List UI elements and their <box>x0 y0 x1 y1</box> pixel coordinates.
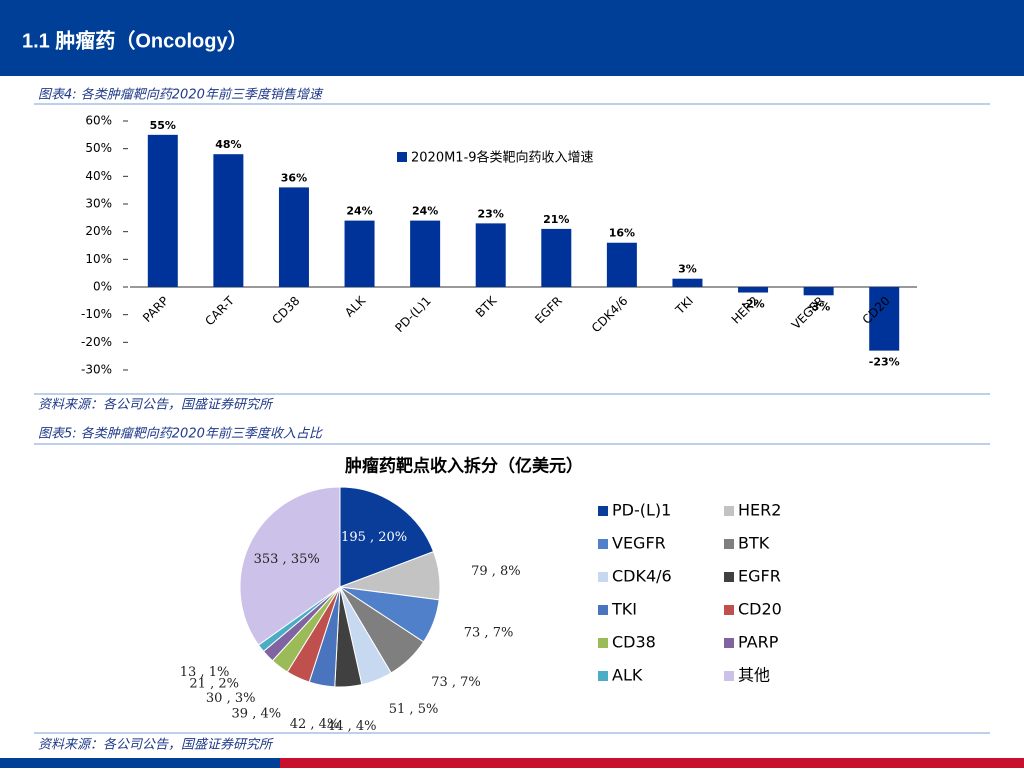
bar <box>803 287 834 296</box>
bar <box>738 287 769 293</box>
legend-label: ALK <box>612 666 643 685</box>
data-label: 79 , 8% <box>471 564 521 579</box>
y-tick-label: 10% <box>85 252 112 266</box>
bar <box>672 278 703 287</box>
legend-label: HER2 <box>738 501 781 520</box>
pie-slice <box>239 486 341 646</box>
y-tick-label: 50% <box>85 141 112 155</box>
bar <box>147 134 178 287</box>
data-label: 30 , 3% <box>206 691 256 706</box>
legend-label: VEGFR <box>612 534 666 553</box>
legend-swatch <box>598 539 608 549</box>
bar <box>344 220 375 287</box>
legend-swatch <box>598 506 608 516</box>
legend-label: CD38 <box>612 633 656 652</box>
data-label: 24% <box>346 205 372 218</box>
header-bar <box>0 0 1024 76</box>
legend-swatch <box>724 638 734 648</box>
legend-swatch <box>724 506 734 516</box>
legend-swatch <box>598 671 608 681</box>
bar <box>606 242 637 287</box>
x-tick-label: CD38 <box>269 294 302 327</box>
legend-label: 其他 <box>738 666 770 685</box>
x-tick-label: ALK <box>342 293 369 320</box>
footer-bar <box>0 758 280 768</box>
data-label: 36% <box>281 171 307 184</box>
y-tick-label: -10% <box>81 307 112 321</box>
x-tick-label: PD-(L)1 <box>392 294 433 335</box>
figure-source: 资料来源：各公司公告，国盛证券研究所 <box>38 397 274 413</box>
x-tick-label: BTK <box>473 293 500 320</box>
figure-source: 资料来源：各公司公告，国盛证券研究所 <box>38 737 274 753</box>
legend-swatch <box>598 638 608 648</box>
legend-label: PARP <box>738 633 779 652</box>
y-tick-label: -30% <box>81 363 112 377</box>
legend-swatch <box>397 152 407 162</box>
data-label: -23% <box>869 356 900 369</box>
y-tick-label: 0% <box>93 280 112 294</box>
data-label: 195 , 20% <box>341 530 407 545</box>
data-label: 21% <box>543 213 569 226</box>
data-label: 24% <box>412 205 438 218</box>
header-title: 1.1 肿瘤药（Oncology） <box>22 28 248 52</box>
x-tick-label: CDK4/6 <box>589 294 631 336</box>
y-tick-label: -20% <box>81 335 112 349</box>
data-label: 48% <box>215 138 241 151</box>
data-label: 55% <box>150 119 176 132</box>
legend-swatch <box>598 572 608 582</box>
bar <box>213 154 244 287</box>
x-tick-label: EGFR <box>532 294 565 327</box>
data-label: 16% <box>609 227 635 240</box>
legend-swatch <box>724 605 734 615</box>
data-label: 73 , 7% <box>464 625 514 640</box>
bar <box>869 287 900 351</box>
data-label: 353 , 35% <box>254 552 320 567</box>
data-label: 42 , 4% <box>290 717 340 732</box>
legend-swatch <box>724 671 734 681</box>
data-label: -2% <box>741 298 764 311</box>
bar <box>475 223 506 287</box>
data-label: 23% <box>478 207 504 220</box>
data-label: 73 , 7% <box>431 675 481 690</box>
y-tick-label: 60% <box>85 114 112 128</box>
pie-slice <box>339 486 435 588</box>
data-label: 44 , 4% <box>327 719 377 734</box>
legend-swatch <box>724 539 734 549</box>
data-label: 3% <box>678 263 697 276</box>
legend-label: 2020M1-9各类靶向药收入增速 <box>411 150 594 166</box>
data-label: 21 , 2% <box>189 676 239 691</box>
legend-swatch <box>724 572 734 582</box>
y-tick-label: 40% <box>85 169 112 183</box>
data-label: 13 , 1% <box>180 665 230 680</box>
legend-label: TKI <box>611 600 637 619</box>
bar <box>410 220 441 287</box>
figure-caption: 图表5: 各类肿瘤靶向药2020年前三季度收入占比 <box>38 426 323 442</box>
y-tick-label: 30% <box>85 197 112 211</box>
pie-title: 肿瘤药靶点收入拆分（亿美元） <box>345 456 583 477</box>
legend-label: BTK <box>738 534 770 553</box>
data-label: -3% <box>807 300 830 313</box>
data-label: 39 , 4% <box>232 707 282 722</box>
x-tick-label: PARP <box>140 294 171 325</box>
figure-caption: 图表4: 各类肿瘤靶向药2020年前三季度销售增速 <box>38 87 324 103</box>
legend-label: EGFR <box>738 567 781 586</box>
legend-label: CD20 <box>738 600 782 619</box>
y-tick-label: 20% <box>85 224 112 238</box>
legend-label: CDK4/6 <box>612 567 672 586</box>
x-tick-label: CAR-T <box>202 293 237 328</box>
legend-label: PD-(L)1 <box>612 501 671 520</box>
data-label: 51 , 5% <box>389 702 439 717</box>
legend-swatch <box>598 605 608 615</box>
x-tick-label: TKI <box>672 294 696 318</box>
bar <box>278 187 309 287</box>
bar <box>541 228 572 287</box>
footer-bar <box>280 758 1024 768</box>
